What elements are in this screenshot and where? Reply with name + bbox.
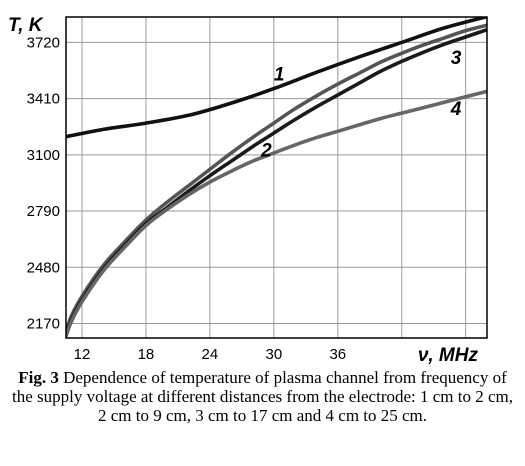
curve-label-4: 4: [450, 99, 462, 120]
curve-label-1: 1: [274, 64, 285, 85]
curve-label-3: 3: [451, 48, 462, 69]
figure-caption: Fig. 3 Dependence of temperature of plas…: [10, 368, 515, 425]
figure-number: Fig. 3: [18, 368, 59, 387]
series-line-2: [66, 23, 487, 335]
x-tick-label: 12: [74, 346, 91, 363]
x-axis-title: ν, MHz: [418, 345, 479, 366]
x-tick-label: 30: [265, 346, 282, 363]
y-tick-label: 3100: [27, 147, 60, 164]
grid-lines: [66, 17, 487, 338]
y-axis-title: T, K: [8, 15, 44, 36]
x-tick-label: 24: [202, 346, 219, 363]
data-curves: [66, 17, 487, 338]
series-line-1: [66, 17, 487, 139]
y-tick-label: 2170: [27, 315, 60, 332]
y-tick-label: 2480: [27, 259, 60, 276]
y-tick-label: 3720: [27, 34, 60, 51]
curve-label-2: 2: [260, 141, 272, 162]
plot-frame: [65, 16, 488, 339]
x-tick-label: 36: [329, 346, 346, 363]
series-line-4: [66, 89, 487, 338]
x-tick-label: 18: [138, 346, 155, 363]
curve-labels: 1 2 3 4: [260, 48, 462, 161]
y-tick-label: 2790: [27, 203, 60, 220]
y-tick-label: 3410: [27, 91, 60, 108]
caption-text: Dependence of temperature of plasma chan…: [11, 368, 514, 425]
